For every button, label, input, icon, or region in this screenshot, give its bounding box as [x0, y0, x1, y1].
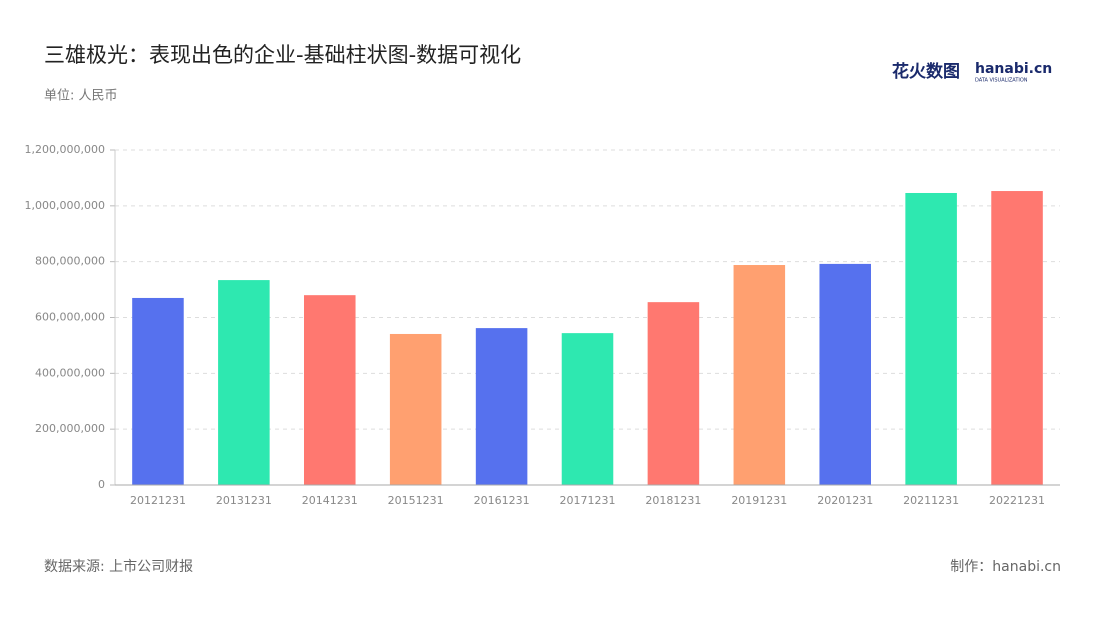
y-tick-label: 600,000,000: [35, 311, 105, 324]
bar: [991, 191, 1043, 485]
bar: [389, 333, 442, 485]
logo-site: hanabi.cn: [975, 61, 1052, 77]
bar: [561, 333, 614, 485]
bar: [647, 302, 700, 485]
chart-title: 三雄极光：表现出色的企业-基础柱状图-数据可视化: [44, 43, 521, 67]
x-tick-label: 20181231: [645, 494, 701, 507]
x-tick-label: 20131231: [216, 494, 272, 507]
y-tick-label: 200,000,000: [35, 422, 105, 435]
y-tick-label: 800,000,000: [35, 255, 105, 268]
x-tick-label: 20161231: [474, 494, 530, 507]
x-tick-label: 20121231: [130, 494, 186, 507]
source-note: 数据来源: 上市公司财报: [44, 558, 193, 575]
bar: [819, 263, 871, 485]
bar: [218, 280, 270, 485]
x-tick-label: 20211231: [903, 494, 959, 507]
x-tick-label: 20151231: [388, 494, 444, 507]
logo-brand: 花火数图: [892, 61, 960, 82]
bar: [132, 297, 184, 485]
chart-subtitle: 单位: 人民币: [44, 89, 118, 104]
x-tick-label: 20171231: [560, 494, 616, 507]
x-tick-label: 20141231: [302, 494, 358, 507]
y-tick-label: 400,000,000: [35, 366, 105, 379]
bar: [733, 265, 786, 485]
x-tick-label: 20191231: [731, 494, 787, 507]
bar: [475, 328, 528, 485]
logo-tagline: DATA VISUALIZATION: [975, 78, 1028, 84]
bar: [905, 192, 957, 485]
y-tick-label: 0: [98, 478, 105, 491]
x-tick-label: 20221231: [989, 494, 1045, 507]
bar: [304, 295, 356, 485]
x-tick-label: 20201231: [817, 494, 873, 507]
y-tick-label: 1,200,000,000: [25, 143, 105, 156]
credit-note: 制作：hanabi.cn: [950, 559, 1061, 575]
y-tick-label: 1,000,000,000: [25, 199, 105, 212]
